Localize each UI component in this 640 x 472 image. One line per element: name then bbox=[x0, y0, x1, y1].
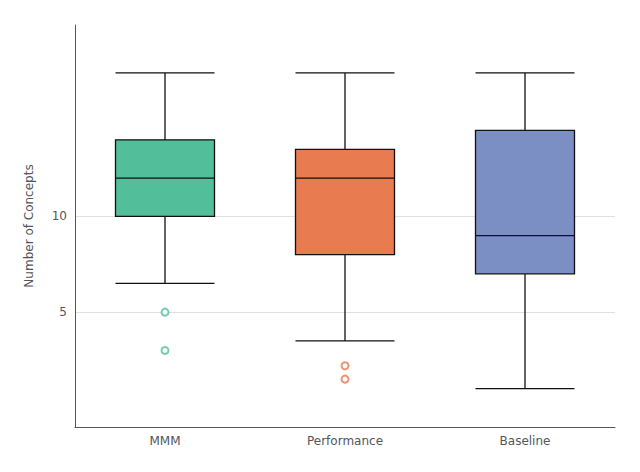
svg-text:Number of Concepts: Number of Concepts bbox=[22, 164, 36, 287]
svg-text:Performance: Performance bbox=[307, 434, 383, 448]
svg-text:5: 5 bbox=[59, 305, 67, 319]
svg-text:10: 10 bbox=[52, 209, 67, 223]
svg-text:Baseline: Baseline bbox=[500, 434, 551, 448]
svg-text:MMM: MMM bbox=[149, 434, 180, 448]
